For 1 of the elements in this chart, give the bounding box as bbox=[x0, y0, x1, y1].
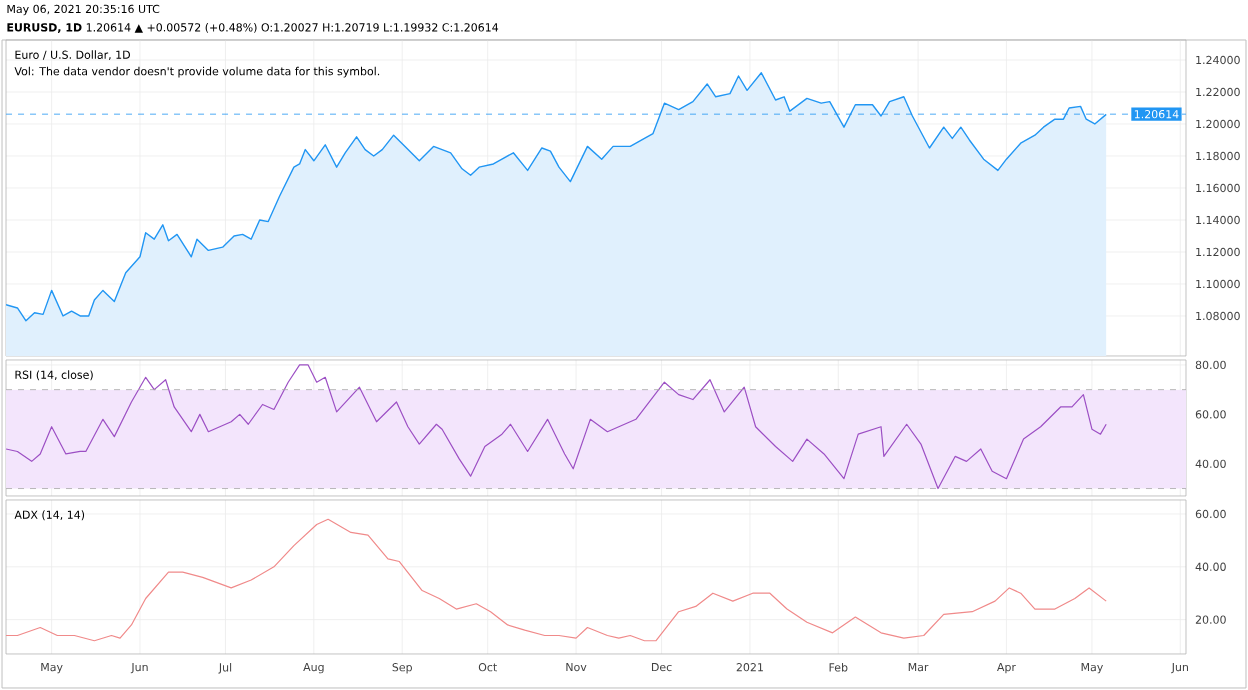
line-series bbox=[6, 518, 1107, 642]
